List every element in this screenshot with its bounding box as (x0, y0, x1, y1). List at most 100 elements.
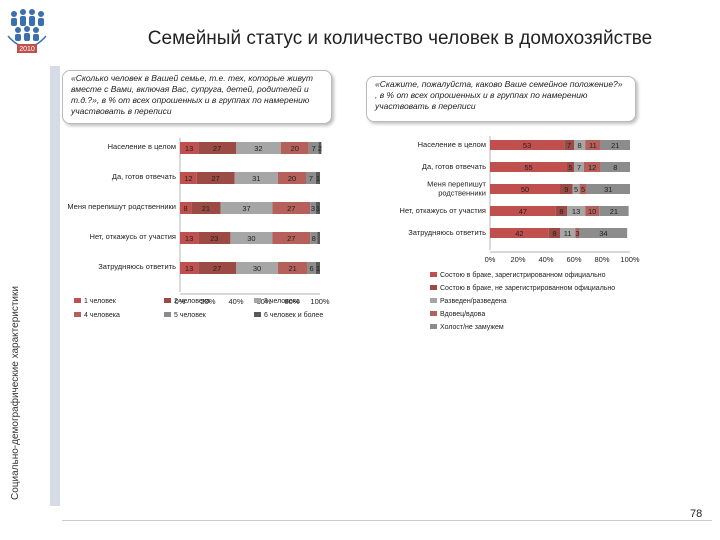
legend-label: Состою в браке, не зарегистрированном оф… (440, 284, 615, 292)
legend-label: Холост/не замужем (440, 324, 504, 331)
legend-swatch (254, 298, 261, 303)
bar-segment (490, 206, 556, 216)
data-label: 55 (524, 163, 532, 172)
bar-segment (180, 262, 199, 274)
legend-swatch (430, 298, 437, 303)
x-tick-label: 80% (594, 255, 609, 264)
legend-label: 6 человек и более (264, 311, 323, 319)
bar-segment (586, 184, 630, 194)
bar-segment (575, 228, 580, 238)
data-label: 21 (610, 207, 618, 216)
census-logo: 2010 (7, 9, 47, 53)
bar-segment (574, 140, 586, 150)
data-label: 27 (287, 234, 295, 243)
data-label: 3 (575, 229, 579, 238)
legend-swatch (164, 298, 171, 303)
data-label: 1 (316, 264, 320, 273)
bar-segment (308, 142, 319, 154)
bar-segment (220, 202, 273, 214)
data-label: 11 (564, 229, 572, 238)
bar-segment (272, 232, 311, 244)
bar-segment (278, 172, 306, 184)
data-label: 7 (567, 141, 571, 150)
category-label: Затрудняюсь ответить (98, 262, 176, 271)
category-label: Население в целом (108, 142, 176, 151)
bar-segment (280, 142, 309, 154)
legend-label: 5 человек (174, 312, 207, 319)
bar-segment (574, 162, 584, 172)
bar-segment (490, 140, 565, 150)
category-label: Меня перепишут (427, 180, 486, 189)
legend-label: 4 человека (84, 312, 120, 319)
bar-segment (555, 206, 567, 216)
bar-segment (310, 202, 316, 214)
bar-segment (236, 142, 281, 154)
bar-segment (600, 140, 630, 150)
bar-segment (585, 140, 601, 150)
bar-segment (315, 262, 320, 274)
category-label: Да, готов отвечать (422, 162, 486, 171)
bar-segment (585, 206, 600, 216)
data-label: 30 (247, 234, 255, 243)
footer-divider (62, 520, 712, 521)
bar-segment (600, 162, 630, 172)
data-label: 23 (210, 234, 218, 243)
data-label: 34 (599, 229, 607, 238)
legend-swatch (430, 311, 437, 316)
bar-segment (180, 172, 197, 184)
bar-segment (315, 202, 320, 214)
data-label: 32 (254, 144, 262, 153)
bar-segment (230, 232, 273, 244)
page-number: 78 (690, 508, 703, 520)
legend-swatch (430, 272, 437, 277)
category-label: Меня перепишут родственники (67, 202, 176, 211)
bar-segment (198, 262, 236, 274)
page-title: Семейный статус и количество человек в д… (147, 28, 653, 49)
x-tick-label: 20% (510, 255, 525, 264)
bar-segment (490, 162, 567, 172)
data-label: 8 (613, 163, 617, 172)
x-tick-label: 0% (485, 255, 496, 264)
x-tick-label: 20% (200, 297, 215, 306)
data-label: 27 (213, 144, 221, 153)
category-label: Нет, откажусь от участия (90, 232, 176, 241)
data-label: 7 (577, 163, 581, 172)
data-label: 8 (312, 234, 316, 243)
x-tick-label: 40% (538, 255, 553, 264)
legend-label: Разведен/разведена (440, 298, 507, 305)
data-label: 2 (318, 144, 322, 153)
category-label: родственники (438, 189, 486, 198)
bar-segment (579, 184, 587, 194)
legend-label: 3 человека (264, 298, 300, 305)
data-label: 30 (253, 264, 261, 273)
data-label: 12 (184, 174, 192, 183)
bar-segment (318, 142, 322, 154)
x-tick-label: 40% (228, 297, 243, 306)
bar-segment (180, 142, 199, 154)
data-label: 10 (588, 207, 596, 216)
data-label: 3 (311, 204, 315, 213)
data-label: 5 (568, 163, 572, 172)
data-label: 20 (291, 144, 299, 153)
legend-swatch (164, 312, 171, 317)
legend-swatch (430, 324, 437, 329)
data-label: 9 (564, 185, 568, 194)
bar-segment (278, 262, 308, 274)
category-label: Нет, откажусь от участия (400, 206, 486, 215)
data-label: 5 (581, 185, 585, 194)
data-label: 1 (316, 204, 320, 213)
bar-segment (307, 262, 316, 274)
bar-segment (583, 162, 601, 172)
bar-segment (490, 228, 549, 238)
x-tick-label: 80% (284, 297, 299, 306)
bar-segment (272, 202, 311, 214)
x-tick-label: 60% (256, 297, 271, 306)
bar-segment (548, 228, 560, 238)
bar-segment (191, 202, 221, 214)
legend-label: 2 человека (174, 298, 210, 305)
data-label: 6 (310, 264, 314, 273)
data-label: 21 (611, 141, 619, 150)
bar-segment (572, 184, 580, 194)
legend-swatch (254, 312, 261, 317)
